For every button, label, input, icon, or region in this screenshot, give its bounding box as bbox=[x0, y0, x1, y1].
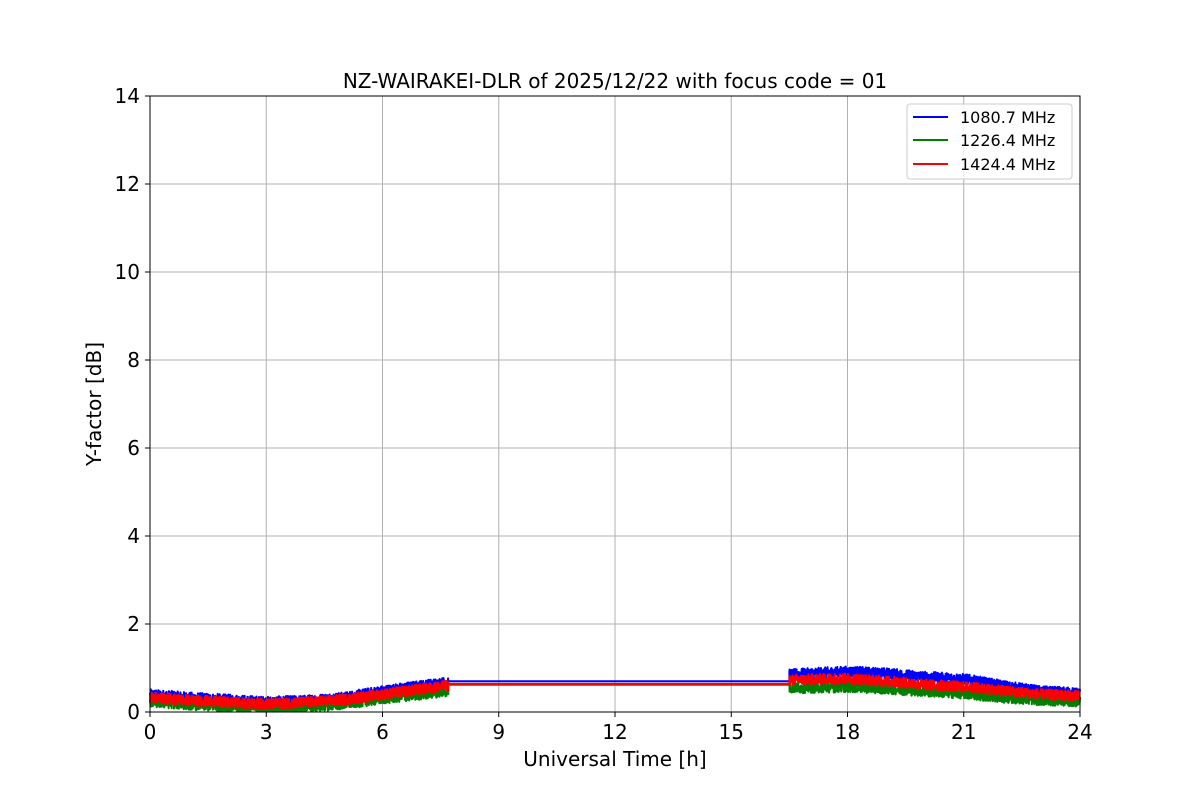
legend-label-1226: 1226.4 MHz bbox=[960, 131, 1055, 150]
y-tick-label: 12 bbox=[115, 172, 140, 196]
legend-label-1080: 1080.7 MHz bbox=[960, 108, 1055, 127]
y-tick-label: 0 bbox=[127, 700, 140, 724]
y-tick-label: 6 bbox=[127, 436, 140, 460]
legend-box bbox=[906, 103, 1073, 180]
y-tick-label: 8 bbox=[127, 348, 140, 372]
x-tick-label: 24 bbox=[1067, 720, 1092, 744]
y-tick-label: 2 bbox=[127, 612, 140, 636]
y-axis-label: Y-factor [dB] bbox=[82, 342, 106, 467]
x-tick-label: 12 bbox=[602, 720, 627, 744]
chart-title: NZ-WAIRAKEI-DLR of 2025/12/22 with focus… bbox=[343, 69, 887, 93]
series-line-1424-4-mhz bbox=[149, 672, 1081, 711]
y-tick-label: 4 bbox=[127, 524, 140, 548]
x-tick-label: 9 bbox=[492, 720, 505, 744]
y-tick-label: 10 bbox=[115, 260, 140, 284]
x-tick-label: 0 bbox=[144, 720, 157, 744]
x-tick-label: 6 bbox=[376, 720, 389, 744]
x-tick-label: 3 bbox=[260, 720, 273, 744]
x-tick-label: 15 bbox=[719, 720, 744, 744]
legend-label-1424: 1424.4 MHz bbox=[960, 155, 1055, 174]
y-tick-label: 14 bbox=[115, 84, 140, 108]
x-tick-label: 18 bbox=[835, 720, 860, 744]
x-tick-label: 21 bbox=[951, 720, 976, 744]
series-layer bbox=[149, 665, 1081, 713]
legend: 1080.7 MHz 1226.4 MHz 1424.4 MHz bbox=[906, 103, 1073, 180]
x-axis-label: Universal Time [h] bbox=[523, 747, 706, 771]
